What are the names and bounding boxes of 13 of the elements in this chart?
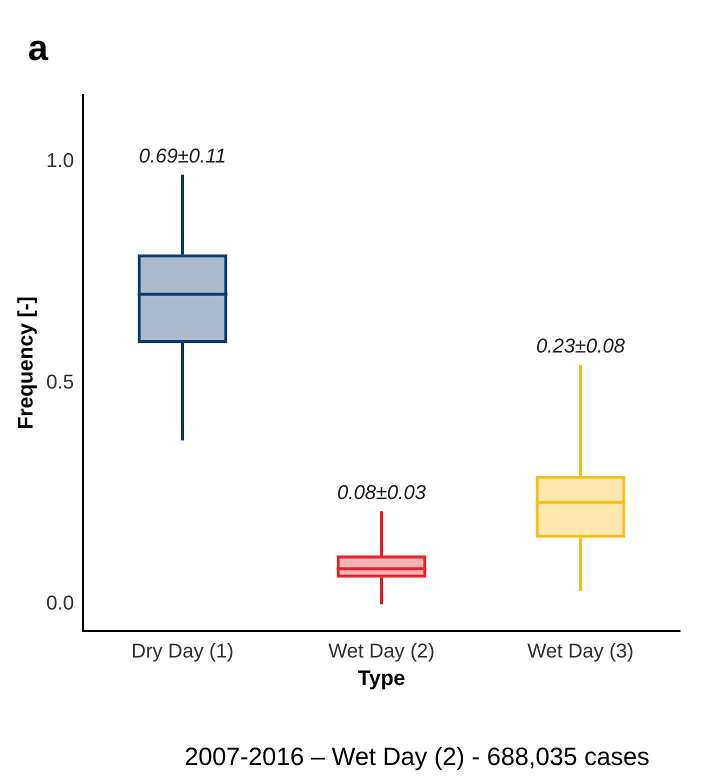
x-tick-label: Wet Day (3): [527, 640, 634, 662]
y-tick-label: 0.5: [46, 371, 74, 394]
y-axis-title: Frequency [-]: [14, 296, 38, 430]
annotation: 0.69±0.11: [138, 145, 226, 168]
y-tick-label: 1.0: [46, 150, 74, 172]
y-tick-label: 0.0: [46, 592, 74, 615]
text: 2007-2016 – Wet Day (2) - 688,035 cases: [184, 743, 650, 771]
x-tick-label: Wet Day (2): [328, 640, 435, 662]
annotation: 0.08±0.03: [337, 482, 426, 504]
x-axis-title: Type: [358, 667, 406, 690]
annotation: 0.23±0.08: [536, 336, 625, 358]
x-tick-label: Dry Day (1): [131, 640, 234, 662]
text: a: [28, 27, 49, 68]
